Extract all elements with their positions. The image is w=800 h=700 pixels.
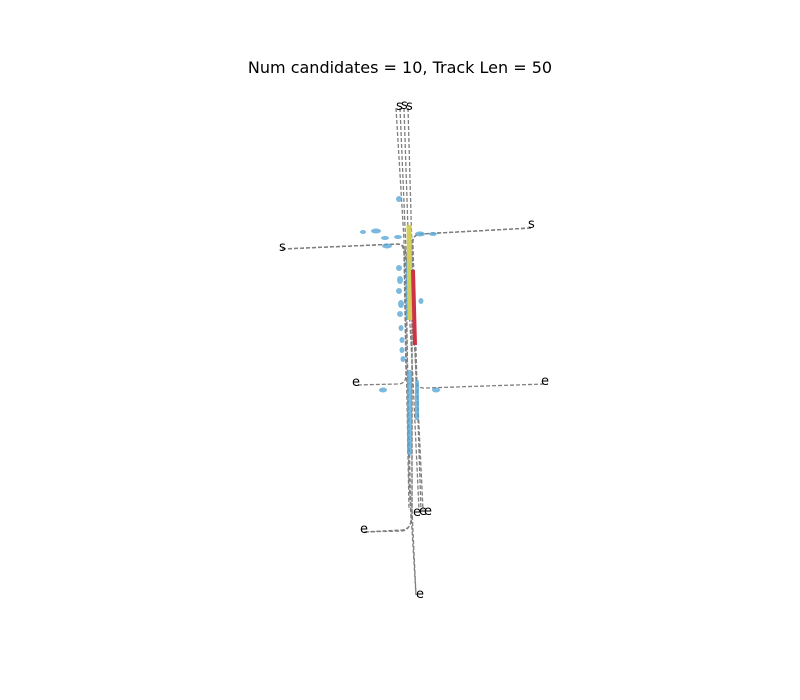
detection (396, 196, 402, 202)
detection (382, 243, 392, 249)
detection (398, 325, 404, 331)
track-segment-red (411, 269, 417, 346)
detection (432, 387, 440, 393)
candidate-path-5 (281, 243, 407, 386)
candidate-path-6 (411, 227, 546, 389)
endpoint-labels: s s s s s e e e e e e e (279, 98, 549, 602)
end-label: e (541, 374, 549, 389)
candidate-paths (281, 107, 546, 596)
end-label: e (360, 522, 368, 537)
end-label: e (413, 505, 421, 520)
detection (397, 276, 403, 284)
chart-title: Num candidates = 10, Track Len = 50 (247, 58, 553, 77)
end-label: e (419, 504, 427, 519)
start-label: s (406, 99, 413, 114)
candidate-path-8 (281, 243, 417, 596)
start-label: s (401, 98, 408, 113)
track-segment-yellow (406, 224, 413, 321)
candidate-path-9 (412, 227, 532, 511)
start-label: s (279, 240, 286, 255)
detection-trail (415, 380, 419, 420)
tracks (406, 224, 417, 346)
detection (398, 300, 404, 308)
detection (371, 228, 381, 234)
detection (397, 311, 403, 317)
detection (400, 356, 406, 362)
detection-trail (407, 370, 412, 455)
detection (418, 298, 424, 304)
detection (399, 347, 405, 353)
candidate-path-3 (403, 107, 424, 511)
detection (379, 387, 387, 393)
candidate-path-7 (362, 227, 532, 533)
detection (360, 230, 366, 234)
detection (394, 235, 402, 239)
detections (360, 196, 440, 455)
detection (396, 265, 402, 271)
end-label: e (424, 504, 432, 519)
end-label: e (352, 375, 360, 390)
start-label: s (528, 217, 535, 232)
end-label: e (416, 587, 424, 602)
detection (381, 236, 389, 240)
detection (399, 337, 405, 343)
detection (429, 232, 437, 236)
start-label: s (396, 99, 403, 114)
detection (396, 288, 402, 294)
detection (415, 231, 425, 237)
candidate-path-10 (281, 243, 412, 533)
